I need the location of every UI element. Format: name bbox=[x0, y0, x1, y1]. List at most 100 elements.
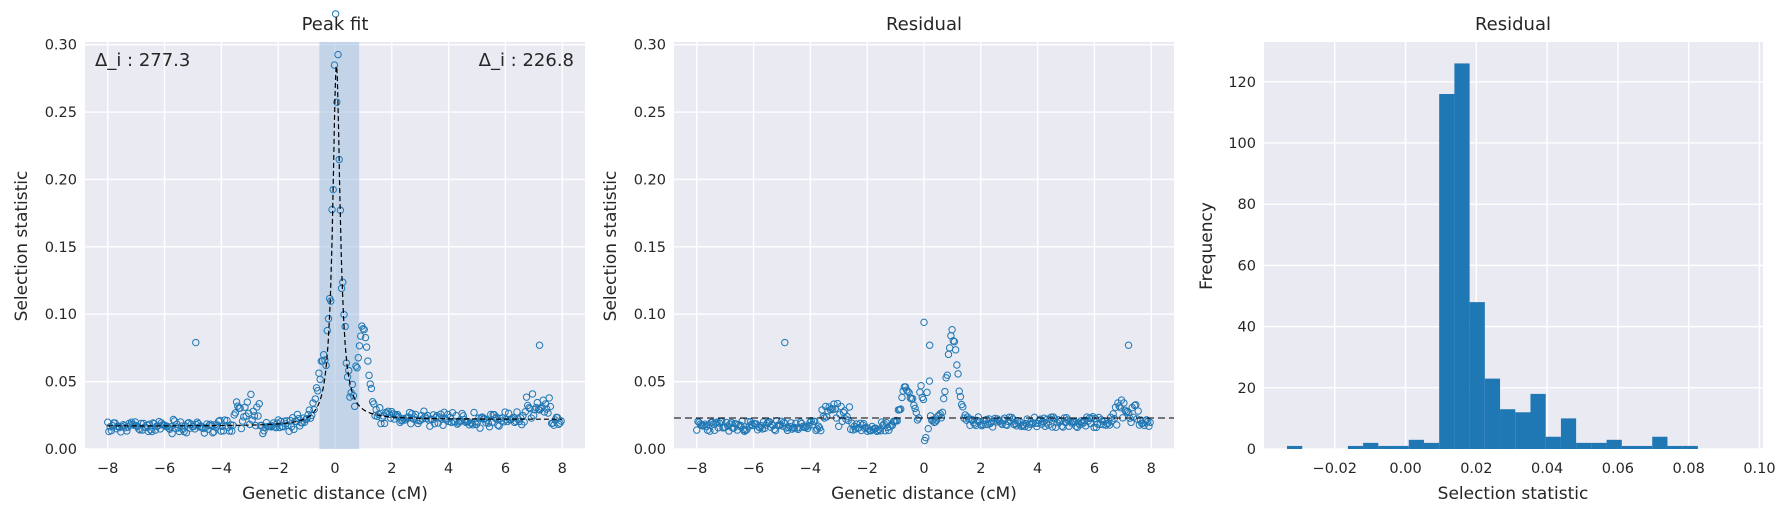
y-tick-label: 80 bbox=[1238, 197, 1256, 213]
data-point bbox=[922, 433, 930, 442]
data-point bbox=[819, 412, 827, 421]
histogram-bar bbox=[1530, 393, 1546, 449]
y-axis-label-3: Frequency bbox=[1197, 202, 1217, 290]
data-point bbox=[1073, 423, 1082, 432]
data-point bbox=[988, 423, 997, 431]
y-tick-label: 0.25 bbox=[45, 105, 77, 121]
panel-residual-scatter: −8 −6 −4 −2 0 2 4 6 8 0.00 0.05 0.10 0.15 0.20 0.25 0.3… bbox=[601, 14, 1174, 504]
data-point bbox=[1134, 407, 1142, 415]
data-point bbox=[1003, 421, 1011, 429]
y-tick-label: 0.20 bbox=[45, 172, 77, 188]
data-point bbox=[920, 318, 928, 327]
data-point bbox=[974, 413, 983, 421]
data-point bbox=[349, 392, 358, 400]
data-point bbox=[545, 394, 553, 402]
delta-annotation-left: Δ_i : 277.3 bbox=[95, 50, 190, 71]
data-point bbox=[827, 404, 836, 413]
data-point bbox=[123, 427, 131, 435]
data-point bbox=[781, 338, 789, 347]
data-point bbox=[1108, 417, 1116, 425]
y-tick-label: 0.10 bbox=[634, 307, 666, 323]
data-point bbox=[333, 98, 341, 106]
data-point bbox=[327, 297, 335, 305]
data-point bbox=[267, 423, 275, 431]
data-point bbox=[255, 400, 263, 408]
data-point bbox=[888, 421, 897, 429]
data-point bbox=[817, 426, 825, 435]
data-point bbox=[376, 404, 384, 412]
data-point bbox=[1111, 403, 1120, 412]
data-point bbox=[351, 402, 359, 411]
histogram-bar bbox=[1500, 409, 1516, 449]
data-point bbox=[905, 389, 913, 397]
data-point bbox=[283, 417, 291, 425]
x-tick-label: −2 bbox=[856, 461, 877, 477]
histogram-bar bbox=[1682, 445, 1698, 449]
histogram-bar bbox=[1393, 445, 1409, 449]
data-point bbox=[868, 422, 876, 431]
x-tick-label: 0 bbox=[330, 461, 339, 477]
data-point bbox=[248, 416, 256, 424]
data-point bbox=[535, 341, 544, 349]
y-tick-label: 0.00 bbox=[634, 442, 666, 458]
data-point bbox=[535, 406, 544, 414]
data-point bbox=[918, 393, 926, 402]
histogram-bar bbox=[1621, 445, 1638, 449]
data-point bbox=[322, 361, 330, 370]
data-point bbox=[943, 371, 951, 379]
scatter-points-1 bbox=[104, 10, 565, 438]
data-point bbox=[485, 423, 494, 431]
data-point bbox=[696, 420, 705, 428]
x-tick-label: 0 bbox=[919, 461, 928, 477]
data-point bbox=[977, 421, 985, 429]
y-tick-label: 120 bbox=[1228, 75, 1256, 91]
data-point bbox=[1035, 416, 1043, 425]
chart-title-2: Residual bbox=[886, 14, 962, 35]
data-point bbox=[938, 408, 947, 417]
y-tick-label: 0.00 bbox=[45, 442, 77, 458]
data-point bbox=[107, 426, 116, 435]
chart-title-1: Peak fit bbox=[302, 14, 369, 35]
data-point bbox=[796, 418, 805, 426]
data-point bbox=[1123, 407, 1132, 416]
data-point bbox=[837, 402, 845, 411]
data-point bbox=[311, 395, 320, 403]
data-point bbox=[436, 410, 445, 418]
data-point bbox=[167, 423, 175, 431]
data-point bbox=[512, 417, 520, 426]
data-point bbox=[1146, 418, 1154, 427]
x-axis-label-3: Selection statistic bbox=[1438, 484, 1589, 504]
data-point bbox=[924, 424, 932, 433]
data-point bbox=[254, 412, 262, 420]
data-point bbox=[925, 341, 934, 349]
data-point bbox=[1009, 415, 1017, 423]
histogram-bar bbox=[1545, 436, 1561, 449]
histogram-bar bbox=[1347, 445, 1364, 449]
data-point bbox=[293, 410, 302, 419]
data-point bbox=[877, 418, 886, 426]
data-point bbox=[352, 362, 360, 370]
x-tick-label: −0.02 bbox=[1313, 461, 1357, 477]
data-point bbox=[223, 416, 231, 425]
data-point bbox=[303, 414, 311, 423]
x-tick-label: −4 bbox=[211, 461, 232, 477]
data-point bbox=[146, 426, 155, 434]
x-tick-label: −6 bbox=[743, 461, 764, 477]
data-point bbox=[1074, 419, 1083, 427]
data-point bbox=[529, 411, 538, 420]
histogram-bar bbox=[1652, 436, 1668, 449]
y-tick-label: 0.05 bbox=[45, 375, 77, 391]
data-point bbox=[1048, 423, 1056, 431]
y-tick-label: 0.15 bbox=[45, 240, 77, 256]
data-point bbox=[509, 413, 518, 422]
y-tick-label: 0.10 bbox=[45, 307, 77, 323]
histogram-bar bbox=[1439, 94, 1455, 449]
x-tick-label: −6 bbox=[154, 461, 175, 477]
ticks-1: −8 −6 −4 −2 0 2 4 6 8 0.00 0.05 0.10 0.15 0.20 0.25 0.3… bbox=[45, 38, 567, 477]
data-point bbox=[316, 375, 324, 384]
data-point bbox=[321, 356, 329, 364]
panel-peak-fit: −8 −6 −4 −2 0 2 4 6 8 0.00 0.05 0.10 0.15 0.20 0.25 0.3… bbox=[12, 10, 585, 504]
data-point bbox=[998, 420, 1006, 429]
data-point bbox=[209, 429, 217, 437]
data-point bbox=[702, 423, 710, 431]
